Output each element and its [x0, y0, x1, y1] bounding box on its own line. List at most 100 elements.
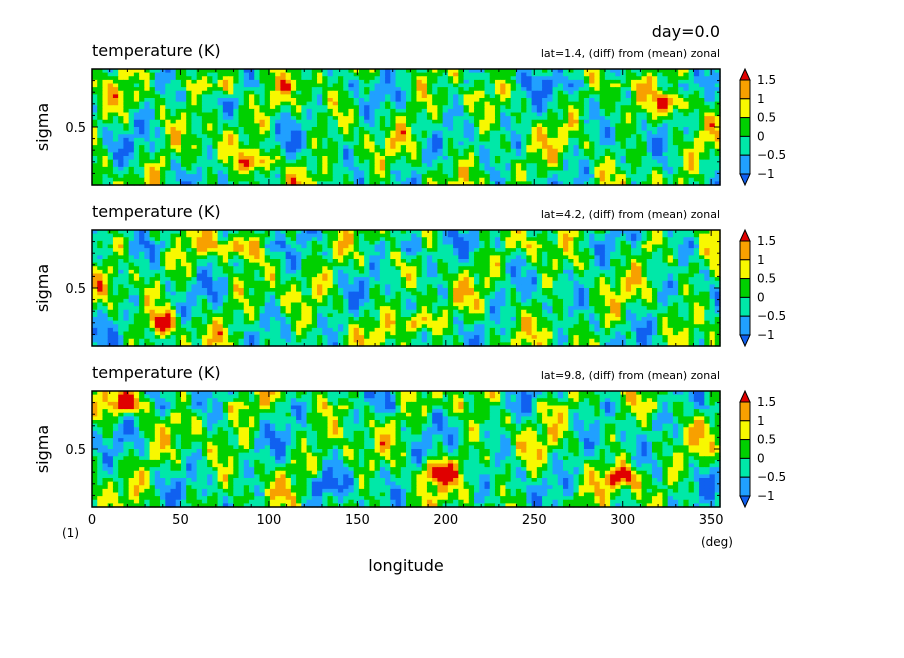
heatmap-cell	[380, 138, 386, 142]
heatmap-cell	[626, 255, 632, 259]
heatmap-cell	[328, 171, 334, 175]
heatmap-cell	[97, 123, 103, 127]
heatmap-cell	[108, 255, 114, 259]
heatmap-cell	[301, 120, 307, 124]
heatmap-cell	[662, 123, 668, 127]
heatmap-cell	[485, 80, 491, 84]
heatmap-cell	[416, 178, 422, 182]
heatmap-cell	[642, 163, 648, 167]
heatmap-cell	[589, 163, 595, 167]
heatmap-cell	[385, 152, 391, 156]
heatmap-cell	[600, 174, 606, 178]
heatmap-cell	[165, 178, 171, 182]
heatmap-cell	[191, 84, 197, 88]
heatmap-cell	[479, 142, 485, 146]
heatmap-cell	[254, 178, 260, 182]
heatmap-cell	[610, 245, 616, 249]
heatmap-cell	[526, 87, 532, 91]
heatmap-cell	[516, 160, 522, 164]
heatmap-cell	[369, 160, 375, 164]
heatmap-cell	[704, 73, 710, 77]
heatmap-cell	[113, 120, 119, 124]
heatmap-cell	[615, 109, 621, 113]
heatmap-cell	[348, 160, 354, 164]
heatmap-cell	[495, 145, 501, 149]
heatmap-cell	[364, 156, 370, 160]
heatmap-cell	[427, 102, 433, 106]
heatmap-cell	[673, 91, 679, 95]
heatmap-cell	[155, 76, 161, 80]
heatmap-cell	[223, 102, 229, 106]
heatmap-cell	[369, 241, 375, 245]
heatmap-cell	[296, 80, 302, 84]
heatmap-cell	[165, 145, 171, 149]
heatmap-cell	[249, 102, 255, 106]
heatmap-cell	[244, 131, 250, 135]
heatmap-cell	[165, 149, 171, 153]
heatmap-cell	[615, 116, 621, 120]
heatmap-cell	[532, 87, 538, 91]
heatmap-cell	[97, 127, 103, 131]
heatmap-cell	[589, 94, 595, 98]
heatmap-cell	[265, 149, 271, 153]
heatmap-cell	[647, 245, 653, 249]
heatmap-cell	[662, 234, 668, 238]
heatmap-cell	[218, 80, 224, 84]
heatmap-cell	[181, 178, 187, 182]
heatmap-cell	[160, 80, 166, 84]
heatmap-cell	[683, 131, 689, 135]
heatmap-cell	[610, 127, 616, 131]
heatmap-cell	[626, 171, 632, 175]
heatmap-cell	[207, 178, 213, 182]
heatmap-cell	[589, 105, 595, 109]
heatmap-cell	[97, 138, 103, 142]
heatmap-cell	[354, 156, 360, 160]
heatmap-cell	[207, 84, 213, 88]
heatmap-cell	[516, 120, 522, 124]
heatmap-cell	[270, 252, 276, 256]
heatmap-cell	[689, 248, 695, 252]
heatmap-cell	[275, 252, 281, 256]
heatmap-cell	[505, 113, 511, 117]
heatmap-cell	[532, 80, 538, 84]
heatmap-cell	[97, 171, 103, 175]
heatmap-cell	[485, 131, 491, 135]
heatmap-cell	[317, 178, 323, 182]
heatmap-cell	[437, 127, 443, 131]
heatmap-cell	[134, 160, 140, 164]
heatmap-cell	[197, 171, 203, 175]
heatmap-cell	[270, 171, 276, 175]
heatmap-cell	[678, 87, 684, 91]
heatmap-cell	[113, 116, 119, 120]
heatmap-cell	[364, 109, 370, 113]
heatmap-cell	[354, 91, 360, 95]
heatmap-cell	[134, 94, 140, 98]
heatmap-cell	[626, 237, 632, 241]
heatmap-cell	[443, 255, 449, 259]
heatmap-cell	[689, 145, 695, 149]
heatmap-cell	[113, 234, 119, 238]
heatmap-cell	[134, 248, 140, 252]
heatmap-cell	[474, 156, 480, 160]
heatmap-cell	[296, 131, 302, 135]
heatmap-cell	[594, 113, 600, 117]
heatmap-cell	[521, 167, 527, 171]
heatmap-cell	[579, 145, 585, 149]
heatmap-cell	[322, 178, 328, 182]
heatmap-cell	[265, 98, 271, 102]
heatmap-cell	[458, 156, 464, 160]
heatmap-cell	[102, 149, 108, 153]
heatmap-cell	[134, 145, 140, 149]
heatmap-cell	[490, 252, 496, 256]
heatmap-cell	[92, 73, 98, 77]
heatmap-cell	[312, 248, 318, 252]
heatmap-cell	[322, 123, 328, 127]
heatmap-cell	[265, 80, 271, 84]
heatmap-cell	[228, 105, 234, 109]
heatmap-cell	[610, 123, 616, 127]
heatmap-cell	[406, 178, 412, 182]
heatmap-cell	[621, 113, 627, 117]
heatmap-cell	[233, 241, 239, 245]
heatmap-cell	[354, 163, 360, 167]
heatmap-cell	[270, 120, 276, 124]
